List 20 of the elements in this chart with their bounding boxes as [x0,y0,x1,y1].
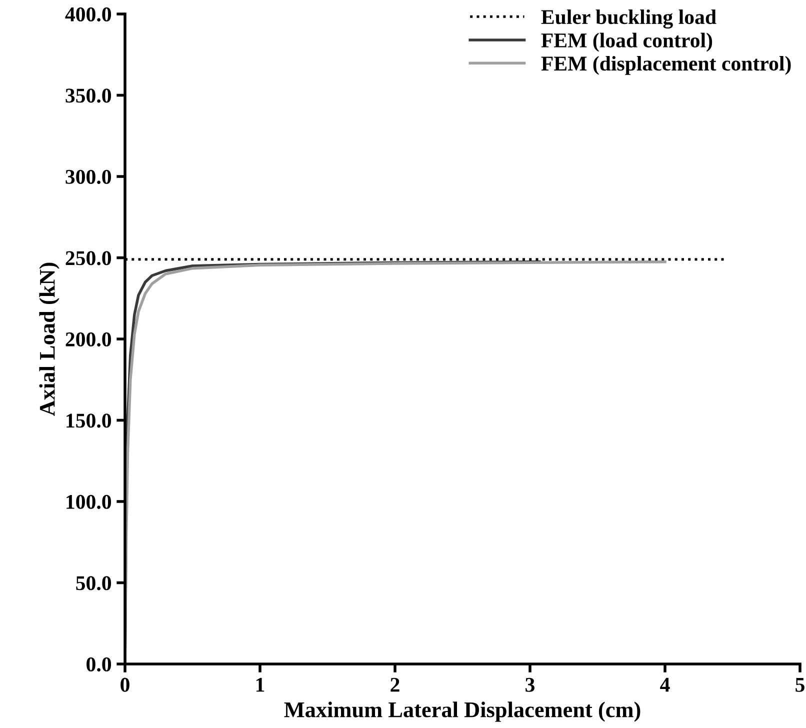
y-tick-label: 350.0 [66,88,112,103]
y-tick-label: 50.0 [76,576,112,590]
y-tick-label: 150.0 [66,414,112,428]
y-tick-label: 400.0 [65,7,112,22]
x-tick-label: 1 [256,678,264,692]
x-tick-label: 5 [796,678,804,692]
x-tick-label: 0 [120,678,130,692]
x-tick-label: 2 [390,678,400,692]
legend-label: Euler buckling load [541,9,716,29]
legend-label: FEM (displacement control) [541,56,791,75]
y-tick-label: 300.0 [66,170,112,184]
y-axis-title: Axial Load (kN) [39,262,60,416]
x-tick-label: 3 [526,678,534,692]
y-tick-label: 250.0 [66,251,112,266]
x-tick-label: 4 [660,678,670,692]
y-tick-label: 100.0 [66,494,112,510]
legend-label: FEM (load control) [541,32,712,52]
x-axis-title: Maximum Lateral Displacement (cm) [284,702,640,722]
y-tick-label: 0.0 [86,657,112,672]
y-tick-label: 200.0 [66,332,112,347]
